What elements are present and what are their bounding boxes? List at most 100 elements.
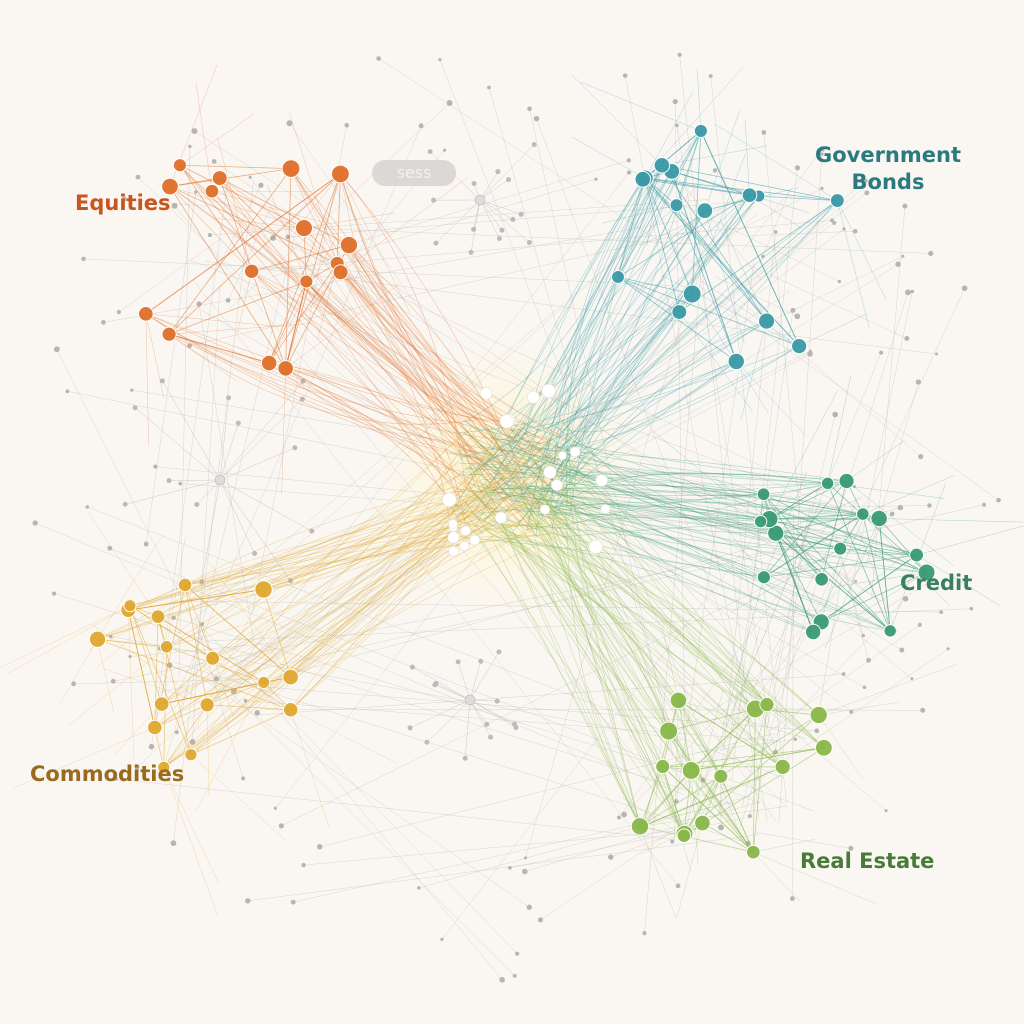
peripheral-node (852, 228, 858, 234)
edge (474, 493, 685, 834)
peripheral-node (761, 130, 767, 135)
edge (461, 471, 847, 482)
edge (457, 661, 471, 701)
cluster-label-real-estate: Real Estate (800, 849, 935, 873)
peripheral-node (130, 388, 134, 392)
edge (724, 525, 765, 578)
cluster-label-government-bonds: Government Bonds (814, 143, 961, 194)
edge (462, 178, 646, 423)
edge (560, 171, 673, 476)
peripheral-node (32, 520, 38, 526)
edge (219, 479, 291, 581)
edge (557, 427, 927, 573)
edge (524, 485, 765, 578)
edge (211, 190, 478, 419)
edge (524, 801, 761, 872)
peripheral-node (258, 182, 264, 188)
peripheral-node (316, 844, 323, 850)
edge (190, 422, 568, 755)
edge (566, 473, 841, 549)
edge (206, 511, 474, 706)
peripheral-node (495, 169, 501, 175)
edge (722, 577, 765, 729)
edge (88, 512, 159, 617)
edge (837, 200, 887, 300)
hub-node (460, 525, 471, 537)
peripheral-node (270, 235, 277, 241)
edge (306, 281, 459, 502)
edge (174, 125, 422, 702)
edge (769, 518, 891, 632)
edge (483, 473, 847, 482)
peripheral-node (71, 681, 76, 687)
edge (206, 682, 264, 706)
edge (642, 766, 783, 827)
edge (566, 420, 643, 827)
edge (533, 171, 673, 493)
edge (97, 638, 206, 654)
edge (97, 484, 508, 640)
peripheral-node (917, 622, 922, 627)
edge (567, 444, 641, 827)
edge (157, 502, 497, 617)
edge (775, 513, 863, 534)
edge (127, 609, 165, 768)
edge (166, 537, 186, 647)
edge (269, 362, 568, 520)
peripheral-node (134, 765, 140, 770)
edge (507, 440, 641, 827)
edge (184, 523, 546, 586)
edge (154, 446, 536, 728)
peripheral-node (499, 227, 505, 233)
cluster-node (809, 705, 828, 725)
edge (340, 272, 546, 442)
edge (763, 546, 866, 578)
peripheral-node (897, 504, 904, 511)
edge (162, 380, 221, 481)
edge (166, 480, 545, 648)
edge (676, 205, 737, 362)
edge (409, 699, 471, 729)
hub-node (600, 504, 611, 514)
peripheral-node (114, 777, 118, 781)
edge (285, 283, 400, 369)
peripheral-node (848, 845, 854, 851)
edge (169, 168, 292, 187)
edge (463, 431, 768, 705)
edge (484, 423, 841, 549)
edge (535, 514, 917, 556)
edge (661, 275, 800, 347)
edge (691, 153, 746, 295)
edge (58, 639, 98, 706)
cluster-node (257, 675, 271, 689)
edge (128, 493, 455, 611)
edge (557, 450, 768, 705)
edge (169, 186, 338, 264)
edge (837, 200, 870, 329)
edge (525, 216, 713, 858)
peripheral-node (864, 190, 870, 196)
edge (551, 179, 644, 504)
edge (769, 513, 863, 520)
edge (176, 215, 300, 733)
peripheral-node (626, 158, 631, 163)
edge (130, 642, 273, 657)
peripheral-node (494, 698, 500, 704)
cluster-node (727, 352, 745, 371)
cluster-node (694, 814, 711, 832)
edge (300, 272, 341, 318)
peripheral-node (939, 610, 943, 614)
peripheral-node (895, 261, 901, 267)
cluster-node (870, 509, 888, 528)
peripheral-node (455, 659, 461, 665)
cluster-node (814, 738, 833, 757)
edge (644, 91, 694, 179)
peripheral-node (920, 707, 926, 713)
edge (820, 501, 856, 622)
cluster-node (184, 748, 198, 762)
cluster-node (88, 630, 107, 648)
peripheral-node (376, 56, 381, 61)
edge (479, 445, 828, 484)
edge (545, 486, 669, 732)
edge (168, 333, 533, 532)
